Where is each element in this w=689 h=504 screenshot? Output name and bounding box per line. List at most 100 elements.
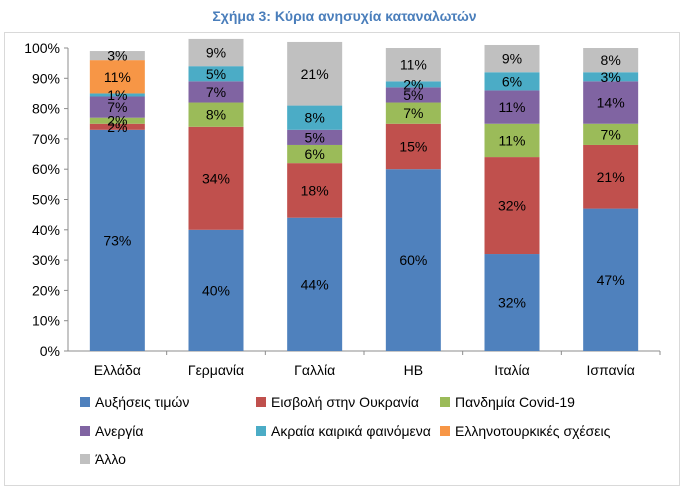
bar-segment	[484, 254, 540, 351]
data-label: 9%	[502, 51, 522, 67]
bar-segment	[89, 129, 145, 351]
data-label: 32%	[498, 198, 526, 214]
legend-label: Πανδημία Covid-19	[455, 394, 575, 410]
data-label: 47%	[597, 272, 625, 288]
bar-segment	[385, 169, 441, 351]
legend-swatch	[256, 397, 266, 407]
data-label: 18%	[301, 182, 329, 198]
bar-segment	[89, 117, 145, 124]
data-label: 15%	[399, 138, 427, 154]
legend-label: Εισβολή στην Ουκρανία	[271, 394, 419, 410]
data-label: 3%	[107, 48, 127, 64]
data-label: 21%	[597, 169, 625, 185]
bar-segment	[583, 48, 639, 73]
data-label: 2%	[107, 119, 127, 135]
data-label: 11%	[499, 99, 526, 115]
data-label: 9%	[206, 45, 226, 61]
legend-swatch	[440, 397, 450, 407]
bar-segment	[287, 163, 343, 218]
data-label: 5%	[305, 129, 325, 145]
bar-segment	[188, 126, 244, 230]
legend-label: Αυξήσεις τιμών	[95, 394, 189, 410]
data-label: 11%	[104, 69, 131, 85]
bar-segment	[583, 144, 639, 209]
y-tick-label: 80%	[32, 101, 60, 117]
data-label: 11%	[400, 57, 427, 73]
data-label: 7%	[206, 84, 226, 100]
bar-segment	[89, 123, 145, 130]
data-label: 73%	[103, 232, 131, 248]
data-label: 34%	[202, 170, 230, 186]
bar-segment	[188, 66, 244, 82]
bar-segment	[287, 129, 343, 145]
bar-segment	[89, 51, 145, 61]
data-label: 6%	[502, 73, 522, 89]
y-tick-label: 20%	[32, 282, 60, 298]
y-tick-label: 30%	[32, 252, 60, 268]
data-label: 7%	[107, 99, 127, 115]
bar-segment	[188, 38, 244, 67]
data-label: 40%	[202, 282, 230, 298]
chart-frame	[4, 32, 680, 486]
data-label: 11%	[499, 132, 526, 148]
data-label: 8%	[206, 107, 226, 123]
x-tick-label: Γαλλία	[294, 362, 335, 378]
data-label: 44%	[301, 276, 329, 292]
x-tick-label: Ισπανία	[587, 362, 635, 378]
legend-swatch	[440, 426, 450, 436]
bar-segment	[484, 157, 540, 255]
bar-segment	[188, 229, 244, 351]
bar-segment	[287, 41, 343, 106]
bar-segment	[89, 96, 145, 118]
bar-segment	[385, 81, 441, 88]
data-label: 7%	[601, 126, 621, 142]
legend-swatch	[256, 426, 266, 436]
data-label: 3%	[601, 69, 621, 85]
data-label: 8%	[601, 52, 621, 68]
legend-label: Ανεργία	[95, 423, 144, 439]
data-label: 5%	[403, 87, 423, 103]
y-tick-label: 40%	[32, 222, 60, 238]
data-label: 14%	[597, 95, 625, 111]
bar-segment	[287, 144, 343, 164]
data-label: 6%	[305, 146, 325, 162]
legend-label: Ελληνοτουρκικές σχέσεις	[455, 423, 611, 439]
data-label: 7%	[403, 105, 423, 121]
bar-segment	[484, 123, 540, 158]
bar-segment	[583, 123, 639, 145]
data-label: 21%	[301, 66, 329, 82]
y-tick-label: 50%	[32, 192, 60, 208]
bar-segment	[89, 60, 145, 94]
legend-swatch	[80, 454, 90, 464]
legend-label: Άλλο	[95, 451, 126, 467]
data-label: 5%	[206, 66, 226, 82]
bar-segment	[484, 72, 540, 91]
data-label: 1%	[107, 87, 127, 103]
bar-segment	[583, 208, 639, 351]
legend-label: Ακραία καιρικά φαινόμενα	[271, 423, 431, 439]
chart-title: Σχήμα 3: Κύρια ανησυχία καταναλωτών	[212, 8, 477, 24]
bar-segment	[287, 217, 343, 351]
bar-segment	[484, 90, 540, 124]
bar-segment	[188, 81, 244, 103]
data-label: 2%	[107, 113, 127, 129]
bar-segment	[385, 102, 441, 124]
x-tick-label: Γερμανία	[188, 362, 244, 378]
bar-segment	[583, 72, 639, 82]
bar-segment	[188, 102, 244, 127]
data-label: 2%	[403, 76, 423, 92]
bar-segment	[89, 93, 145, 97]
y-tick-label: 0%	[40, 343, 60, 359]
y-tick-label: 90%	[32, 70, 60, 86]
bar-segment	[385, 48, 441, 82]
bar-segment	[287, 105, 343, 130]
legend-swatch	[80, 397, 90, 407]
x-tick-label: Ιταλία	[494, 362, 530, 378]
y-tick-label: 100%	[24, 40, 60, 56]
data-label: 8%	[305, 110, 325, 126]
y-tick-label: 10%	[32, 313, 60, 329]
y-tick-label: 60%	[32, 161, 60, 177]
data-label: 60%	[399, 252, 427, 268]
